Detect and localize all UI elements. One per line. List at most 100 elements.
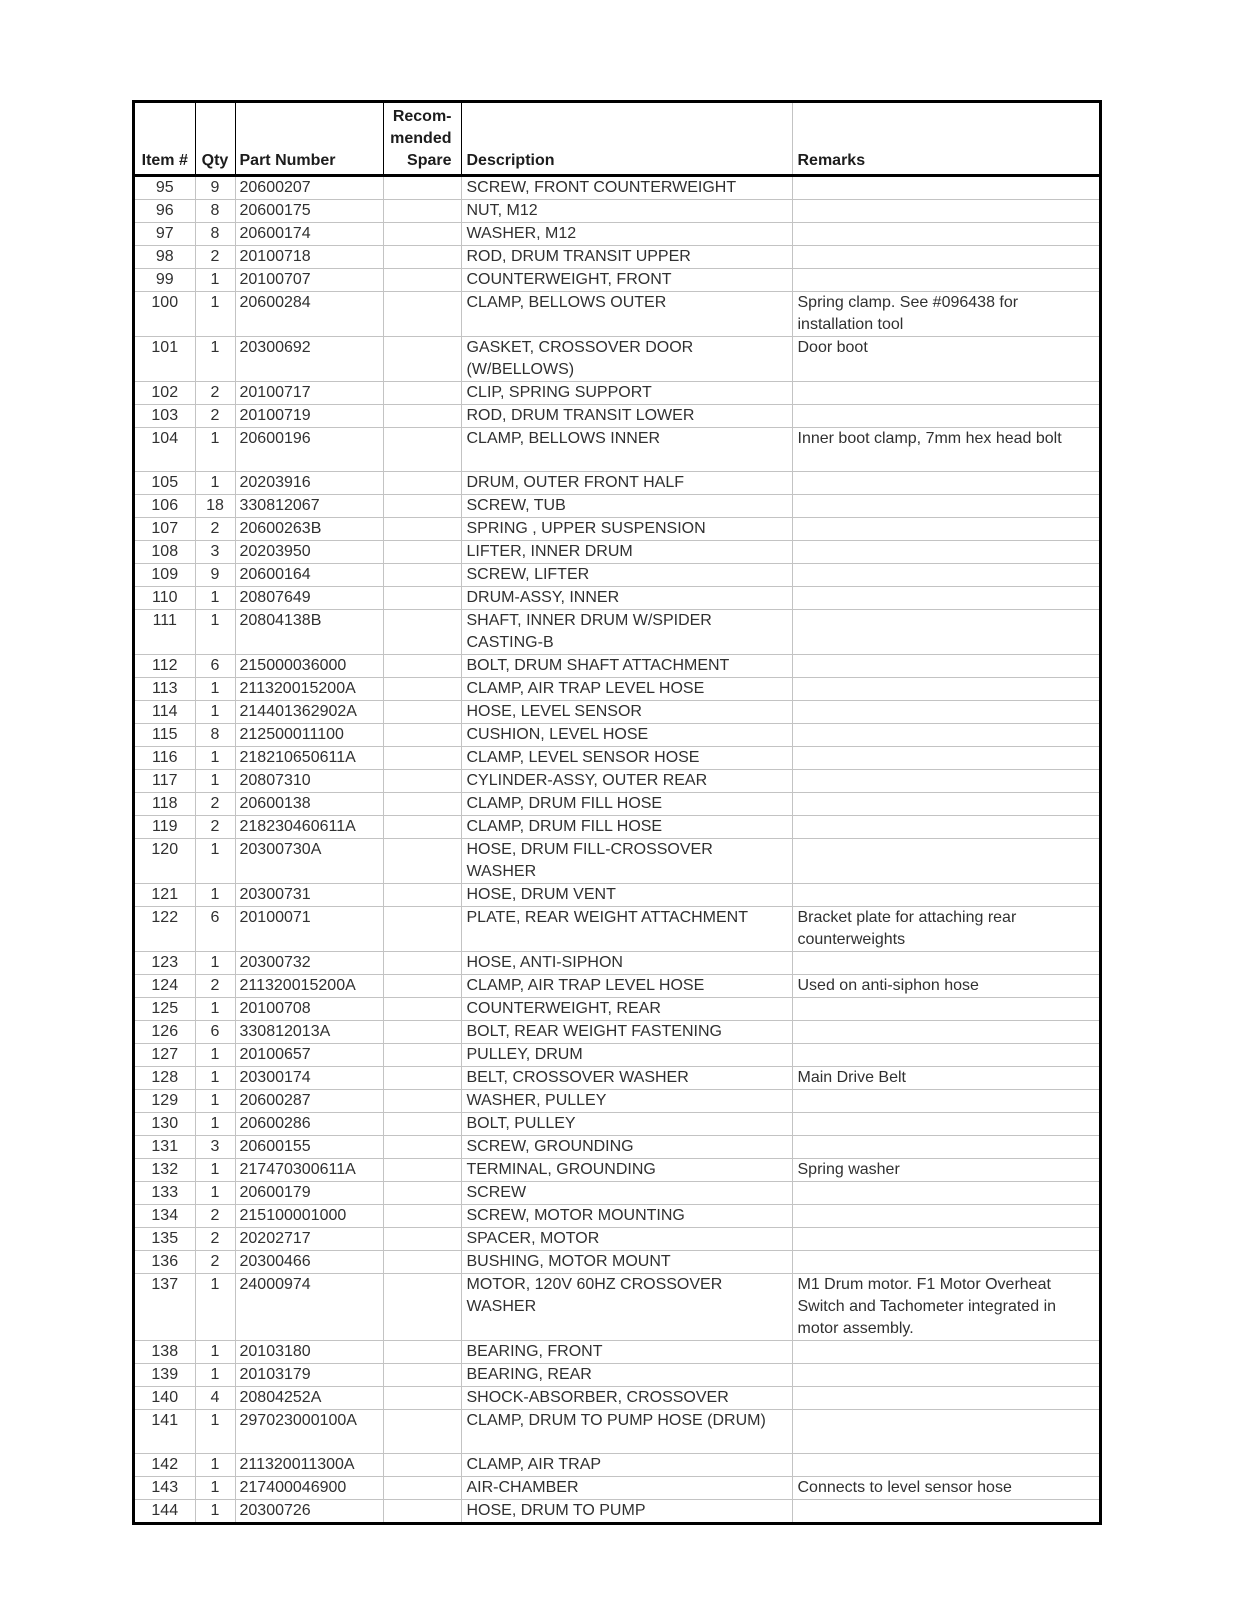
table-row: 130 1 20600286 BOLT, PULLEY	[135, 1112, 1099, 1136]
table-row: 114 1 214401362902A HOSE, LEVEL SENSOR	[135, 700, 1099, 724]
item-number-cell: 118	[135, 792, 195, 816]
table-row: 139 1 20103179 BEARING, REAR	[135, 1363, 1099, 1387]
description-cell: SPACER, MOTOR	[460, 1227, 792, 1251]
qty-cell: 6	[194, 906, 235, 952]
part-number-cell: 297023000100A	[234, 1409, 383, 1454]
item-number-cell: 117	[135, 769, 195, 793]
item-number-cell: 119	[135, 815, 195, 839]
part-number-cell: 20202717	[234, 1227, 383, 1251]
part-number-cell: 20203950	[234, 540, 383, 564]
spare-cell	[382, 175, 461, 200]
description-cell: CLAMP, LEVEL SENSOR HOSE	[460, 746, 792, 770]
item-number-cell: 123	[135, 951, 195, 975]
table-row: 118 2 20600138 CLAMP, DRUM FILL HOSE	[135, 792, 1099, 816]
item-number-cell: 110	[135, 586, 195, 610]
spare-cell	[382, 677, 461, 701]
description-cell: ROD, DRUM TRANSIT UPPER	[460, 245, 792, 269]
remarks-cell	[791, 746, 1099, 770]
remarks-cell	[791, 1409, 1099, 1454]
part-number-cell: 20300466	[234, 1250, 383, 1274]
remarks-cell	[791, 1135, 1099, 1159]
part-number-cell: 20600196	[234, 427, 383, 472]
item-number-cell: 143	[135, 1476, 195, 1500]
item-number-cell: 137	[135, 1273, 195, 1341]
spare-cell	[382, 1409, 461, 1454]
table-row: 116 1 218210650611A CLAMP, LEVEL SENSOR …	[135, 746, 1099, 770]
part-number-cell: 20600207	[234, 175, 383, 200]
qty-cell: 8	[194, 222, 235, 246]
remarks-cell	[791, 815, 1099, 839]
part-number-cell: 215100001000	[234, 1204, 383, 1228]
qty-cell: 1	[194, 1089, 235, 1113]
part-number-cell: 20600287	[234, 1089, 383, 1113]
parts-table: Item # Qty Part Number Recom- mended Spa…	[132, 100, 1102, 1525]
item-number-cell: 113	[135, 677, 195, 701]
description-cell: MOTOR, 120V 60HZ CROSSOVER WASHER	[460, 1273, 792, 1341]
remarks-cell	[791, 1020, 1099, 1044]
description-cell: SCREW, LIFTER	[460, 563, 792, 587]
spare-cell	[382, 951, 461, 975]
table-row: 129 1 20600287 WASHER, PULLEY	[135, 1089, 1099, 1113]
description-cell: PULLEY, DRUM	[460, 1043, 792, 1067]
table-row: 131 3 20600155 SCREW, GROUNDING	[135, 1135, 1099, 1159]
remarks-header: Remarks	[791, 103, 1099, 177]
item-number-cell: 111	[135, 609, 195, 655]
item-number-cell: 114	[135, 700, 195, 724]
part-number-cell: 20300730A	[234, 838, 383, 884]
description-cell: AIR-CHAMBER	[460, 1476, 792, 1500]
part-number-cell: 215000036000	[234, 654, 383, 678]
qty-cell: 1	[194, 838, 235, 884]
qty-cell: 1	[194, 883, 235, 907]
spare-cell	[382, 1499, 461, 1522]
qty-cell: 3	[194, 1135, 235, 1159]
description-cell: SCREW, GROUNDING	[460, 1135, 792, 1159]
part-number-cell: 211320011300A	[234, 1453, 383, 1477]
item-number-cell: 126	[135, 1020, 195, 1044]
table-row: 135 2 20202717 SPACER, MOTOR	[135, 1227, 1099, 1251]
description-cell: WASHER, PULLEY	[460, 1089, 792, 1113]
part-number-cell: 20807649	[234, 586, 383, 610]
part-number-cell: 20600164	[234, 563, 383, 587]
qty-cell: 2	[194, 404, 235, 428]
part-number-cell: 20804252A	[234, 1386, 383, 1410]
description-cell: SCREW	[460, 1181, 792, 1205]
item-number-cell: 122	[135, 906, 195, 952]
table-row: 113 1 211320015200A CLAMP, AIR TRAP LEVE…	[135, 677, 1099, 701]
part-number-cell: 20804138B	[234, 609, 383, 655]
qty-cell: 2	[194, 1204, 235, 1228]
spare-cell	[382, 815, 461, 839]
spare-cell	[382, 1453, 461, 1477]
item-number-cell: 127	[135, 1043, 195, 1067]
remarks-cell	[791, 723, 1099, 747]
item-number-cell: 124	[135, 974, 195, 998]
item-number-cell: 135	[135, 1227, 195, 1251]
part-number-cell: 20600284	[234, 291, 383, 337]
qty-cell: 1	[194, 1273, 235, 1341]
part-number-cell: 20600179	[234, 1181, 383, 1205]
spare-cell	[382, 883, 461, 907]
qty-cell: 1	[194, 291, 235, 337]
table-row: 137 1 24000974 MOTOR, 120V 60HZ CROSSOVE…	[135, 1273, 1099, 1341]
table-row: 115 8 212500011100 CUSHION, LEVEL HOSE	[135, 723, 1099, 747]
remarks-cell	[791, 997, 1099, 1021]
remarks-cell	[791, 838, 1099, 884]
item-number-cell: 95	[155, 179, 174, 196]
table-row: 122 6 20100071 PLATE, REAR WEIGHT ATTACH…	[135, 906, 1099, 952]
qty-cell: 1	[194, 1499, 235, 1522]
part-number-cell: 24000974	[234, 1273, 383, 1341]
qty-cell: 1	[194, 700, 235, 724]
spare-cell	[382, 1273, 461, 1341]
remarks-cell	[791, 1386, 1099, 1410]
part-number-cell: 20100708	[234, 997, 383, 1021]
remarks-cell	[791, 1089, 1099, 1113]
item-number-cell: 128	[135, 1066, 195, 1090]
description-cell: BUSHING, MOTOR MOUNT	[460, 1250, 792, 1274]
spare-cell	[382, 1043, 461, 1067]
table-row: 140 4 20804252A SHOCK-ABSORBER, CROSSOVE…	[135, 1386, 1099, 1410]
description-cell: SPRING , UPPER SUSPENSION	[460, 517, 792, 541]
table-row: 100 1 20600284 CLAMP, BELLOWS OUTER Spri…	[135, 291, 1099, 337]
remarks-cell	[791, 494, 1099, 518]
spare-cell	[382, 471, 461, 495]
qty-cell: 1	[194, 997, 235, 1021]
part-number-cell: 20600138	[234, 792, 383, 816]
